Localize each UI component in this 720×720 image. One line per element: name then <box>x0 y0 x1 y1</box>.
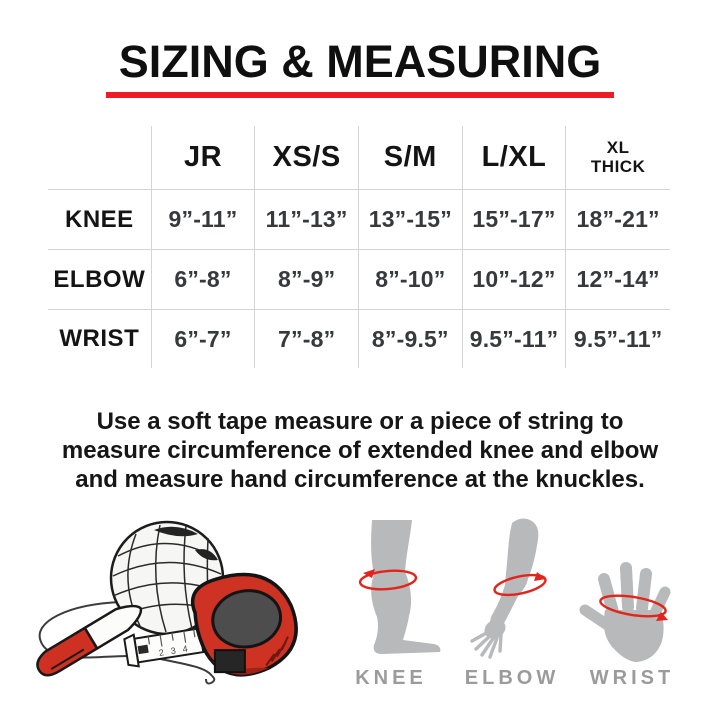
row-label-elbow: ELBOW <box>48 250 152 310</box>
instruction-text: Use a soft tape measure or a piece of st… <box>0 408 720 494</box>
knee-l-xl-value: 15”-17” <box>462 190 567 250</box>
column-header-xs-s: XS/S <box>255 126 359 190</box>
title-underline <box>106 92 614 99</box>
instruction-line-1: Use a soft tape measure or a piece of st… <box>96 408 624 435</box>
elbow-s-m-value: 8”-10” <box>358 250 463 310</box>
elbow-xl-thick-value: 12”-14” <box>566 250 670 310</box>
instruction-line-2: measure circumference of extended knee a… <box>61 436 659 464</box>
elbow-label: ELBOW <box>464 667 560 689</box>
row-label-knee: KNEE <box>48 190 152 250</box>
elbow-measure-icon <box>470 518 547 659</box>
row-label-wrist: WRIST <box>48 310 152 368</box>
elbow-xs-s-value: 8”-9” <box>255 250 359 310</box>
column-header-jr: JR <box>151 126 256 190</box>
instruction-line-3: and measure hand circumference at the kn… <box>75 465 645 493</box>
wrist-s-m-value: 8”-9.5” <box>359 310 463 368</box>
page-title: SIZING & MEASURING <box>118 36 602 87</box>
measuring-tools-icon: 2 3 4 <box>36 520 298 685</box>
tape-number-2: 2 <box>158 647 165 658</box>
knee-xs-s-value: 11”-13” <box>255 190 359 250</box>
wrist-measure-icon <box>579 562 671 662</box>
wrist-xl-thick-value: 9.5”-11” <box>573 325 663 352</box>
column-header-l-xl: L/XL <box>462 126 567 190</box>
knee-jr-value: 9”-11” <box>151 190 256 250</box>
knee-s-m-value: 13”-15” <box>358 190 463 250</box>
wrist-jr-value: 6”-7” <box>152 310 256 368</box>
wrist-label: WRIST <box>589 667 675 689</box>
knee-measure-icon <box>358 520 441 654</box>
knee-xl-thick-value: 18”-21” <box>566 190 670 250</box>
tape-number-3: 3 <box>170 645 177 656</box>
wrist-l-xl-value: 9.5”-11” <box>463 310 567 368</box>
elbow-l-xl-value: 10”-12” <box>462 250 567 310</box>
column-header-s-m: S/M <box>358 126 463 190</box>
header: SIZING & MEASURING <box>0 36 720 99</box>
tape-number-4: 4 <box>182 644 189 655</box>
elbow-jr-value: 6”-8” <box>151 250 256 310</box>
column-header-xl-thick: XL THICK <box>566 126 670 190</box>
table-corner-cell <box>48 126 152 190</box>
sizing-table: JR XS/S S/M L/XL XL THICK KNEE 9”-11” 11… <box>48 126 670 368</box>
wrist-xs-s-value: 7”-8” <box>255 310 359 368</box>
knee-label: KNEE <box>355 667 427 689</box>
